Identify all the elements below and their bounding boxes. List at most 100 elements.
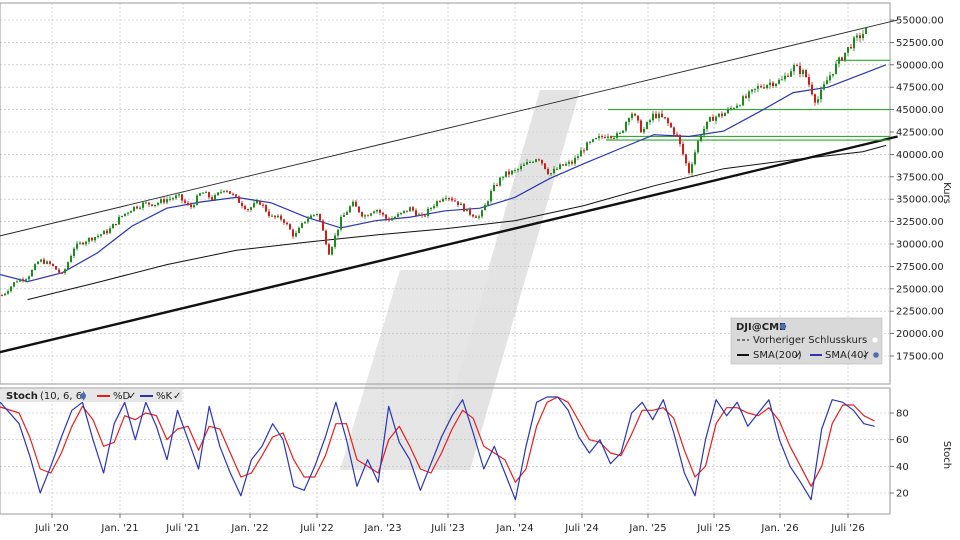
candle-body — [823, 84, 825, 90]
checkmark-icon[interactable]: ✓ — [128, 391, 136, 402]
candle-body — [736, 105, 738, 108]
legend-background — [730, 317, 883, 365]
candle-body — [769, 82, 771, 86]
candle-body — [754, 88, 756, 90]
y-tick-label: 55000.00 — [896, 16, 944, 27]
x-tick-label: Jan. '23 — [363, 523, 401, 534]
candle-body — [148, 202, 150, 205]
x-tick-label: Juli '24 — [564, 523, 599, 534]
y-tick-label: 30000.00 — [896, 240, 944, 251]
x-tick-label: Juli '20 — [34, 523, 69, 534]
candle-body — [472, 214, 474, 217]
candle-body — [760, 86, 762, 88]
candle-body — [532, 161, 534, 163]
candle-body — [802, 70, 804, 74]
candle-body — [727, 108, 729, 114]
candle-body — [454, 200, 456, 202]
y-axis-label-kurs: Kurs — [941, 182, 952, 204]
candle-body — [559, 164, 561, 169]
candle-body — [139, 207, 141, 209]
candle-body — [265, 205, 267, 212]
candle-body — [76, 243, 78, 249]
candle-body — [355, 201, 357, 207]
checkmark-icon[interactable]: ✓ — [173, 391, 181, 402]
candle-body — [718, 113, 720, 117]
candle-body — [547, 169, 549, 175]
y-tick-label: 40 — [896, 462, 909, 473]
trend-channel — [0, 19, 898, 354]
candle-body — [259, 201, 261, 205]
candle-body — [343, 214, 345, 217]
candle-body — [751, 89, 753, 92]
candle-body — [58, 269, 60, 273]
x-tick-label: Juli '23 — [430, 523, 465, 534]
candle-body — [205, 192, 207, 194]
candle-body — [502, 176, 504, 178]
candle-body — [277, 215, 279, 218]
y-tick-label: 17500.00 — [896, 352, 944, 363]
candle-body — [22, 279, 24, 281]
candle-body — [424, 215, 426, 217]
legend[interactable]: DJI@CME Vorheriger Schlusskurs SMA(200) … — [730, 317, 883, 365]
stoch-k-line — [0, 396, 875, 501]
candle-body — [280, 215, 282, 220]
candle-body — [415, 210, 417, 216]
candle-body — [100, 234, 102, 236]
candle-body — [811, 84, 813, 95]
x-tick-label: Juli '22 — [299, 523, 334, 534]
checkmark-icon[interactable]: ✓ — [794, 350, 802, 361]
candle-body — [745, 96, 747, 98]
candle-body — [160, 199, 162, 203]
candle-body — [508, 171, 510, 175]
candle-body — [517, 169, 519, 171]
x-tick-label: Juli '25 — [696, 523, 731, 534]
main-panel-frame — [0, 2, 891, 385]
gear-icon[interactable] — [779, 323, 787, 330]
candle-body — [670, 123, 672, 128]
candle-body — [523, 164, 525, 167]
main-y-ticks: 55000.00 52500.00 50000.00 47500.00 45000.00… — [890, 16, 944, 363]
candle-body — [574, 157, 576, 164]
x-tick-label: Juli '26 — [830, 523, 865, 534]
stoch-legend[interactable]: Stoch (10, 6, 6) %D ✓ %K ✓ — [0, 389, 182, 402]
candle-body — [172, 198, 174, 200]
candle-body — [13, 282, 15, 287]
candle-body — [478, 216, 480, 218]
candle-body — [664, 117, 666, 119]
candle-body — [286, 222, 288, 225]
stoch-d-line — [0, 396, 875, 487]
toggle-icon[interactable] — [872, 337, 878, 343]
stochastic-lines — [0, 396, 875, 501]
candle-body — [316, 213, 318, 215]
candle-body — [526, 162, 528, 165]
candle-body — [175, 195, 177, 199]
candle-body — [361, 212, 363, 217]
candle-body — [499, 177, 501, 186]
candle-body — [862, 33, 864, 39]
candle-body — [694, 152, 696, 165]
candle-body — [394, 216, 396, 219]
candle-body — [409, 207, 411, 212]
y-tick-label: 52500.00 — [896, 38, 944, 49]
gear-icon[interactable] — [873, 352, 879, 358]
gear-icon[interactable] — [80, 393, 86, 399]
candle-body — [580, 150, 582, 157]
candle-body — [34, 264, 36, 270]
candle-body — [166, 199, 168, 203]
candle-body — [610, 136, 612, 138]
stoch-params: (10, 6, 6) — [40, 391, 86, 402]
candle-body — [646, 121, 648, 129]
candle-body — [4, 293, 6, 296]
candle-body — [199, 193, 201, 196]
candle-body — [826, 80, 828, 85]
candle-body — [373, 211, 375, 214]
candle-body — [667, 118, 669, 124]
candle-body — [271, 215, 273, 217]
candle-body — [283, 219, 285, 223]
legend-sma200: SMA(200) — [753, 350, 802, 361]
candle-body — [682, 143, 684, 155]
candle-body — [412, 207, 414, 211]
candle-body — [568, 161, 570, 164]
checkmark-icon[interactable]: ✓ — [862, 350, 870, 361]
